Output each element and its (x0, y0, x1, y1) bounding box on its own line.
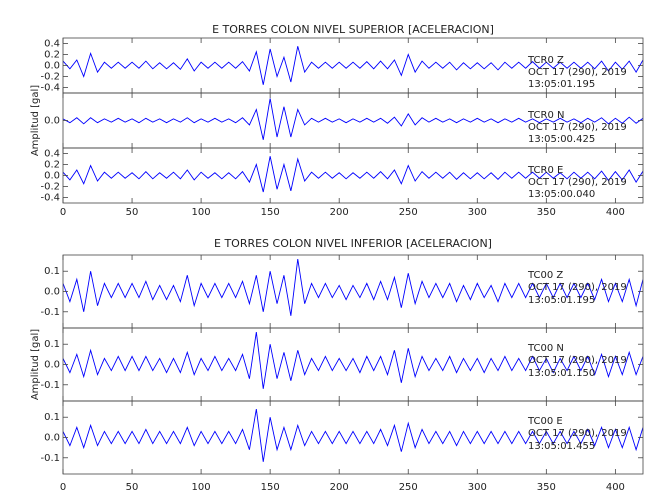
waveform (63, 46, 643, 85)
x-tick-label: 300 (468, 207, 487, 218)
waveform (63, 331, 643, 389)
y-tick-label: -0.2 (40, 182, 60, 193)
x-tick-label: 300 (468, 482, 487, 493)
station-label: TC00 N (527, 343, 564, 354)
y-tick-label: 0.0 (44, 287, 60, 298)
y-tick-label: -0.4 (40, 193, 60, 204)
x-tick-label: 350 (537, 482, 556, 493)
x-tick-label: 250 (399, 207, 418, 218)
x-tick-label: 100 (192, 482, 211, 493)
station-label: 13:05:01.455 (528, 441, 595, 452)
y-tick-label: 0.1 (44, 266, 60, 277)
x-tick-label: 100 (192, 207, 211, 218)
y-tick-label: 0.0 (44, 116, 60, 127)
x-tick-label: 350 (537, 207, 556, 218)
waveform (63, 409, 643, 462)
station-label: OCT 17 (290), 2019 (528, 355, 627, 366)
station-label: TCR0 E (527, 165, 563, 176)
y-tick-label: 0.1 (44, 339, 60, 350)
x-tick-label: 400 (606, 207, 625, 218)
station-label: TCR0 Z (527, 55, 564, 66)
y-axis-label: Amplitud [gal] (30, 85, 41, 156)
y-tick-label: -0.2 (40, 72, 60, 83)
y-tick-label: 0.1 (44, 412, 60, 423)
chart-title: E TORRES COLON NIVEL INFERIOR [ACELERACI… (214, 237, 492, 250)
station-label: TCR0 N (527, 110, 564, 121)
y-tick-label: -0.1 (40, 453, 60, 464)
y-tick-label: 0.2 (44, 50, 60, 61)
y-axis-label: Amplitud [gal] (30, 329, 41, 400)
station-label: OCT 17 (290), 2019 (528, 177, 627, 188)
x-tick-label: 400 (606, 482, 625, 493)
y-tick-label: 0.4 (44, 39, 60, 50)
y-tick-label: 0.0 (44, 171, 60, 182)
station-label: OCT 17 (290), 2019 (528, 428, 627, 439)
y-tick-label: 0.0 (44, 61, 60, 72)
station-label: OCT 17 (290), 2019 (528, 282, 627, 293)
y-tick-label: -0.1 (40, 307, 60, 318)
station-label: TC00 Z (527, 270, 563, 281)
y-tick-label: -0.4 (40, 83, 60, 94)
chart-title: E TORRES COLON NIVEL SUPERIOR [ACELERACI… (212, 23, 494, 36)
waveform (63, 156, 643, 193)
x-tick-label: 200 (330, 207, 349, 218)
station-label: 13:05:00.425 (528, 134, 595, 145)
x-tick-label: 50 (126, 207, 139, 218)
x-tick-label: 50 (126, 482, 139, 493)
y-tick-label: 0.0 (44, 433, 60, 444)
y-tick-label: 0.2 (44, 160, 60, 171)
station-label: OCT 17 (290), 2019 (528, 67, 627, 78)
x-tick-label: 0 (60, 482, 66, 493)
waveform (63, 258, 643, 316)
station-label: 13:05:01.195 (528, 295, 595, 306)
y-tick-label: -0.1 (40, 380, 60, 391)
waveform (63, 98, 643, 140)
x-tick-label: 200 (330, 482, 349, 493)
station-label: 13:05:01.150 (528, 368, 595, 379)
x-tick-label: 0 (60, 207, 66, 218)
x-tick-label: 150 (261, 482, 280, 493)
station-label: 13:05:00.040 (528, 189, 595, 200)
x-tick-label: 150 (261, 207, 280, 218)
station-label: 13:05:01.195 (528, 79, 595, 90)
x-tick-label: 250 (399, 482, 418, 493)
station-label: OCT 17 (290), 2019 (528, 122, 627, 133)
y-tick-label: 0.4 (44, 149, 60, 160)
y-tick-label: 0.0 (44, 360, 60, 371)
station-label: TC00 E (527, 416, 563, 427)
